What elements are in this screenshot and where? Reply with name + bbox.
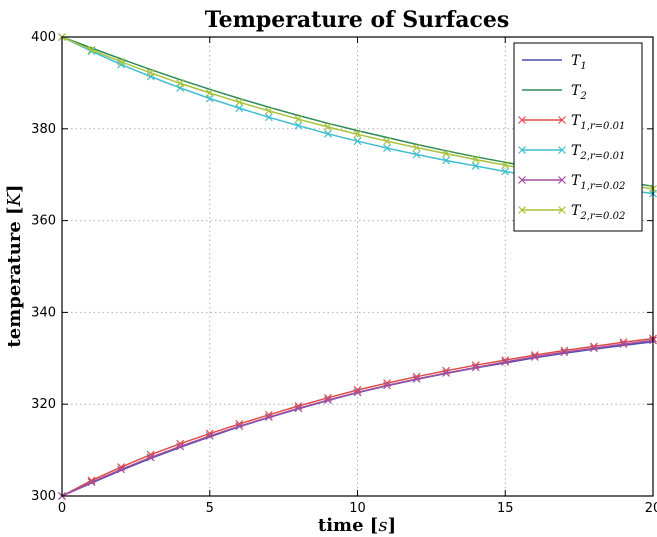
series-marker	[264, 413, 273, 421]
legend-marker	[518, 146, 526, 154]
series-marker	[324, 129, 332, 138]
legend-marker	[558, 116, 566, 124]
chart-title: Temperature of Surfaces	[205, 7, 510, 33]
series-marker	[235, 104, 244, 113]
legend-item: T2,r=0.01	[518, 143, 625, 162]
y-tick-label: 300	[31, 489, 56, 504]
series-marker	[471, 162, 480, 170]
series-marker	[383, 381, 391, 390]
legend-marker	[558, 176, 566, 184]
legend-label: T2,r=0.02	[571, 203, 625, 222]
series-marker	[589, 344, 598, 353]
legend-item: T2,r=0.02	[518, 203, 625, 222]
series-marker	[353, 388, 362, 397]
series-marker	[471, 155, 480, 164]
x-tick-label: 10	[349, 501, 366, 516]
series-marker	[353, 137, 362, 146]
series-marker	[235, 422, 244, 431]
y-tick-label: 380	[31, 122, 56, 137]
series-marker	[442, 149, 451, 158]
x-tick-label: 15	[497, 501, 514, 516]
series-marker	[501, 358, 510, 366]
x-axis-unit: s	[378, 515, 387, 536]
plot-series	[58, 33, 657, 500]
x-axis-label-text: time	[318, 515, 364, 536]
series-marker	[294, 115, 303, 124]
legend-box	[513, 42, 643, 232]
legend-item: T1,r=0.01	[518, 113, 625, 132]
y-tick-label: 400	[31, 30, 56, 45]
series-marker	[117, 465, 126, 474]
series-marker	[442, 156, 451, 165]
y-axis-label-text: temperature	[4, 221, 25, 347]
y-axis-label: temperature [K]	[4, 184, 25, 347]
series-marker	[235, 98, 244, 107]
legend-label: T1,r=0.02	[571, 173, 625, 192]
legend-item: T1	[522, 53, 587, 72]
series-marker	[383, 137, 391, 146]
series-marker	[412, 150, 421, 159]
series-marker	[471, 363, 480, 372]
grid	[62, 37, 653, 496]
series-marker	[530, 352, 539, 361]
legend-marker	[558, 206, 566, 214]
series-marker	[619, 340, 628, 348]
series-line	[61, 341, 654, 497]
x-tick-label: 5	[206, 501, 214, 516]
legend-item: T1,r=0.02	[518, 173, 625, 192]
legend-marker	[558, 146, 566, 154]
series-marker	[205, 431, 214, 440]
y-tick-label: 360	[31, 214, 56, 229]
series-0	[61, 341, 654, 497]
series-marker	[560, 348, 569, 357]
series-marker	[442, 369, 451, 377]
series-marker	[146, 453, 155, 462]
legend-marker	[518, 116, 526, 124]
series-marker	[117, 463, 126, 472]
axis-ticks: 0 5 10 15 20 300 320 340 360 380 400	[31, 30, 657, 516]
series-marker	[324, 396, 332, 404]
legend-marker	[518, 176, 526, 184]
series-marker	[353, 130, 362, 139]
series-marker	[264, 113, 273, 122]
series-marker	[264, 106, 273, 115]
legend-label: T2,r=0.01	[571, 143, 625, 162]
series-marker	[383, 144, 391, 153]
y-tick-label: 320	[31, 397, 56, 412]
series-marker	[87, 478, 96, 487]
series-line	[61, 339, 654, 497]
series-marker	[176, 79, 185, 88]
x-axis-label: time [s]	[318, 515, 396, 536]
legend-item: T2	[522, 83, 587, 102]
series-marker	[412, 143, 421, 152]
series-marker	[294, 121, 303, 130]
legend-label: T1,r=0.01	[571, 113, 625, 132]
series-marker	[501, 167, 510, 176]
series-marker	[205, 89, 214, 97]
series-marker	[87, 45, 96, 54]
legend-label: T1	[571, 53, 587, 72]
legend-label: T2	[571, 83, 587, 102]
series-marker	[412, 375, 421, 383]
y-axis-unit: K	[4, 191, 25, 207]
series-marker	[117, 57, 126, 66]
series-marker	[501, 161, 510, 169]
y-tick-label: 340	[31, 305, 56, 320]
series-marker	[146, 68, 155, 77]
legend: T1 T2 T1,r=0.01 T2,r=0.01 T1,r=0.02 T2,r=0.02	[513, 42, 643, 232]
x-tick-label: 20	[645, 501, 657, 516]
legend-marker	[518, 206, 526, 214]
series-marker	[324, 123, 332, 131]
x-tick-label: 0	[58, 501, 66, 516]
series-marker	[176, 442, 185, 451]
series-marker	[294, 404, 303, 413]
